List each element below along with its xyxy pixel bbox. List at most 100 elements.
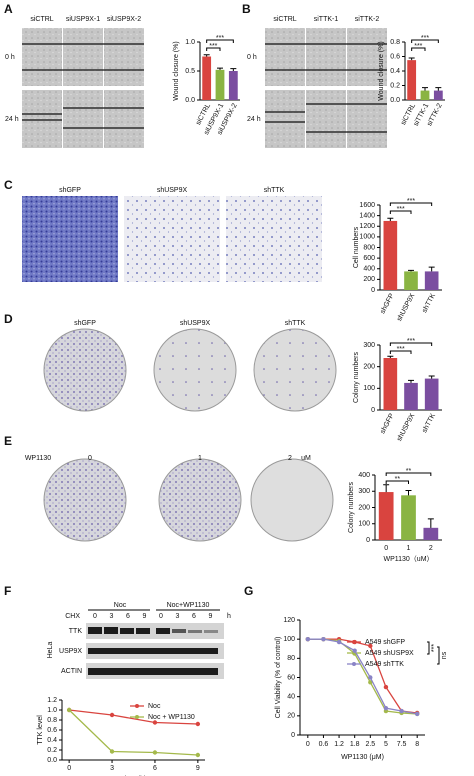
- error-bar: [427, 518, 434, 528]
- error-bar: [428, 266, 435, 272]
- data-point: [368, 675, 373, 680]
- x-tick-label: shGFP: [379, 292, 396, 315]
- y-tick-label: 0.0: [185, 97, 195, 104]
- y-tick-label: 300: [363, 342, 375, 349]
- legend-label: Noc: [148, 703, 161, 710]
- series-line: [68, 709, 198, 756]
- significance-bracket: [206, 39, 234, 43]
- x-tick-label: 0.6: [319, 741, 329, 748]
- y-tick-label: 0.6: [47, 727, 57, 734]
- y-axis-label: Colony numbers: [353, 352, 360, 403]
- column-label: shTTK: [285, 320, 306, 327]
- y-tick-label: 40: [287, 694, 295, 701]
- bar: [423, 527, 439, 540]
- legend-label: Noc + WP1130: [148, 714, 195, 721]
- x-axis-label: WP1130 (μM): [341, 754, 384, 761]
- protein-label: TTK: [69, 628, 83, 635]
- column-label: shUSP9X: [180, 320, 211, 327]
- row-label: 24 h: [5, 116, 19, 123]
- significance-label: ns: [441, 651, 448, 659]
- y-tick-label: 400: [358, 472, 370, 479]
- x-tick-label: 1.2: [334, 741, 344, 748]
- bar: [383, 358, 398, 410]
- legend-marker: [352, 662, 356, 666]
- significance-label: ***: [407, 338, 415, 345]
- panel-label: D: [4, 312, 13, 326]
- significance-label: ***: [431, 644, 438, 652]
- panel-label: G: [244, 584, 253, 598]
- treatment-label: CHX: [65, 613, 80, 620]
- x-tick-label: shUSP9X: [396, 412, 417, 442]
- legend-label: A549 shUSP9X: [365, 650, 414, 657]
- significance-bracket: [389, 342, 433, 346]
- y-axis-label: Wound closure (%): [378, 41, 385, 100]
- y-tick-label: 1.2: [47, 697, 57, 704]
- y-axis-label: Cell numbers: [353, 226, 360, 268]
- data-point: [305, 636, 311, 642]
- data-point: [152, 720, 158, 725]
- y-axis-label: Wound closure (%): [173, 41, 180, 100]
- legend-label: A549 shGFP: [365, 639, 405, 646]
- data-point: [321, 636, 326, 642]
- data-point: [368, 643, 373, 649]
- significance-bracket: [411, 47, 426, 51]
- group-label: Noc: [114, 602, 127, 609]
- panel-label: C: [4, 178, 13, 192]
- x-tick-label: 1: [407, 545, 411, 552]
- y-tick-label: 200: [358, 504, 370, 511]
- error-bar: [387, 355, 394, 358]
- error-bar: [408, 269, 414, 272]
- y-axis-label: TTK level: [37, 715, 44, 745]
- panel-label: F: [4, 584, 11, 598]
- y-tick-label: 200: [363, 364, 375, 371]
- panel-label: B: [242, 2, 251, 16]
- significance-label: ***: [421, 35, 429, 42]
- error-bar: [408, 379, 414, 383]
- x-axis-label: WP1130（uM）: [383, 555, 433, 563]
- panel-label: A: [4, 2, 13, 16]
- time-label: 3: [110, 613, 114, 620]
- column-label: shUSP9X: [157, 187, 188, 194]
- y-tick-label: 600: [363, 255, 375, 262]
- y-tick-label: 0.5: [185, 68, 195, 75]
- y-tick-label: 800: [363, 244, 375, 251]
- x-tick-label: 8: [415, 741, 419, 748]
- bar: [407, 60, 417, 100]
- data-point: [66, 707, 72, 713]
- data-point: [109, 712, 115, 718]
- legend-label: A549 shTTK: [365, 661, 404, 668]
- significance-bracket: [389, 210, 412, 214]
- bar: [401, 495, 416, 540]
- y-tick-label: 1400: [359, 212, 375, 219]
- y-tick-label: 1200: [359, 223, 375, 230]
- x-tick-label: shGFP: [379, 412, 396, 435]
- significance-label: ***: [407, 198, 415, 205]
- bar: [433, 90, 443, 100]
- protein-label: USP9X: [59, 648, 82, 655]
- column-label: siUSP9X-1: [66, 16, 100, 23]
- y-tick-label: 120: [283, 617, 295, 624]
- y-tick-label: 0.4: [47, 737, 57, 744]
- significance-bracket: [385, 472, 432, 476]
- y-tick-label: 0: [291, 732, 295, 739]
- data-point: [368, 680, 373, 685]
- y-axis-label: Cell Viability (% of control): [275, 637, 282, 719]
- error-bar: [383, 484, 390, 493]
- time-label: 0: [159, 613, 163, 620]
- x-tick-label: 0: [384, 545, 388, 552]
- error-bar: [428, 375, 435, 379]
- bar: [215, 69, 225, 100]
- data-point: [109, 749, 115, 754]
- row-label: 0 h: [247, 54, 257, 61]
- error-bar: [217, 67, 223, 70]
- y-tick-label: 200: [363, 276, 375, 283]
- bar: [404, 382, 418, 410]
- y-tick-label: 0.2: [47, 747, 57, 754]
- bar: [424, 271, 439, 290]
- column-label: shGFP: [59, 187, 81, 194]
- y-tick-label: 80: [287, 655, 295, 662]
- y-tick-label: 0: [366, 537, 370, 544]
- data-point: [414, 711, 420, 717]
- time-label: 3: [176, 613, 180, 620]
